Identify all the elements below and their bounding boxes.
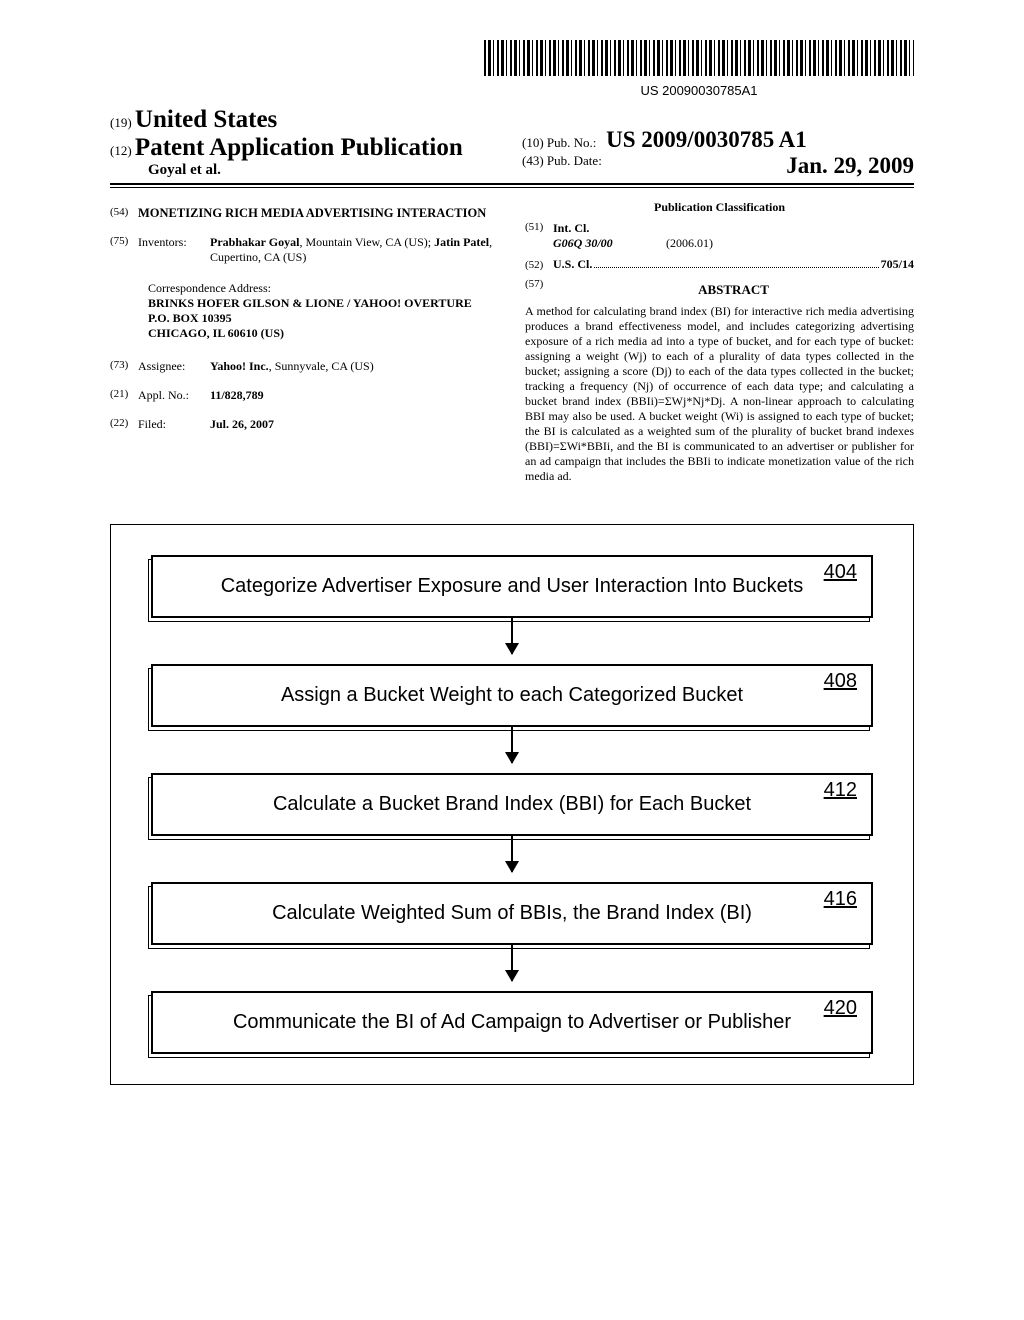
flow-box: 412 Calculate a Bucket Brand Index (BBI)… (151, 773, 873, 836)
intcl-date: (2006.01) (666, 236, 713, 250)
flow-box-label: 408 (824, 670, 857, 693)
inventor-1: Prabhakar Goyal (210, 235, 299, 249)
intcl-class: G06Q 30/00 (553, 236, 663, 251)
patent-page: US 20090030785A1 (19) United States (12)… (0, 0, 1024, 1145)
assignee-code: (73) (110, 359, 138, 374)
assignee-loc: , Sunnyvale, CA (US) (269, 359, 374, 373)
uscl-code: (52) (525, 259, 553, 271)
assignee-name: Yahoo! Inc. (210, 359, 269, 373)
header-left: (19) United States (12) Patent Applicati… (110, 106, 502, 179)
abstract-code: (57) (525, 278, 553, 298)
flow-box-text: Calculate a Bucket Brand Index (BBI) for… (273, 793, 751, 815)
abstract-heading: ABSTRACT (553, 282, 914, 298)
flow-box-label: 420 (824, 997, 857, 1020)
correspondence-label: Correspondence Address: (148, 281, 499, 296)
barcode-area: US 20090030785A1 (110, 40, 914, 98)
flow-box-text: Communicate the BI of Ad Campaign to Adv… (233, 1011, 791, 1033)
pubno-code: (10) (522, 135, 544, 150)
pubtype-code: (12) (110, 143, 132, 158)
flow-box: 408 Assign a Bucket Weight to each Categ… (151, 664, 873, 727)
flow-box: 404 Categorize Advertiser Exposure and U… (151, 555, 873, 618)
inventors-code: (75) (110, 235, 138, 265)
invention-title: MONETIZING RICH MEDIA ADVERTISING INTERA… (138, 206, 499, 221)
flow-arrow-icon (141, 836, 883, 882)
flow-arrow-icon (141, 727, 883, 773)
divider-thick (110, 183, 914, 185)
pubdate: Jan. 29, 2009 (786, 153, 914, 179)
barcode-icon (484, 40, 914, 76)
flow-box: 420 Communicate the BI of Ad Campaign to… (151, 991, 873, 1054)
inventor-2: Jatin Patel (434, 235, 489, 249)
flow-arrow-icon (141, 945, 883, 991)
intcl-code: (51) (525, 221, 553, 251)
header-right: (10) Pub. No.: US 2009/0030785 A1 (43) P… (522, 127, 914, 179)
flow-box-text: Categorize Advertiser Exposure and User … (221, 575, 804, 597)
flow-box-label: 412 (824, 779, 857, 802)
country-name: United States (135, 106, 277, 133)
flow-box-text: Assign a Bucket Weight to each Categoriz… (281, 684, 743, 706)
pubdate-label: Pub. Date: (547, 153, 602, 168)
biblio-body: (54) MONETIZING RICH MEDIA ADVERTISING I… (110, 200, 914, 484)
applno-label: Appl. No.: (138, 388, 210, 403)
pubno: US 2009/0030785 A1 (606, 127, 807, 152)
correspondence-line3: CHICAGO, IL 60610 (US) (148, 326, 499, 341)
header: (19) United States (12) Patent Applicati… (110, 106, 914, 179)
pubdate-code: (43) (522, 153, 544, 168)
uscl-value: 705/14 (881, 257, 914, 272)
assignee-text: Yahoo! Inc., Sunnyvale, CA (US) (210, 359, 499, 374)
flow-box-label: 404 (824, 561, 857, 584)
applno-code: (21) (110, 388, 138, 403)
flow-box: 416 Calculate Weighted Sum of BBIs, the … (151, 882, 873, 945)
flow-box-text: Calculate Weighted Sum of BBIs, the Bran… (272, 902, 752, 924)
correspondence-line1: BRINKS HOFER GILSON & LIONE / YAHOO! OVE… (148, 296, 499, 311)
pub-type: Patent Application Publication (135, 134, 463, 161)
inventor-1-loc: , Mountain View, CA (US); (299, 235, 434, 249)
biblio-left: (54) MONETIZING RICH MEDIA ADVERTISING I… (110, 200, 499, 484)
intcl-label: Int. Cl. (553, 221, 914, 236)
flow-box-label: 416 (824, 888, 857, 911)
flow-arrow-icon (141, 618, 883, 664)
title-code: (54) (110, 206, 138, 221)
country-code: (19) (110, 115, 132, 130)
abstract-text: A method for calculating brand index (BI… (525, 304, 914, 484)
divider-thin (110, 187, 914, 188)
biblio-right: Publication Classification (51) Int. Cl.… (525, 200, 914, 484)
applno: 11/828,789 (210, 388, 499, 403)
filed-label: Filed: (138, 417, 210, 432)
barcode-text: US 20090030785A1 (484, 83, 914, 98)
pubclass-heading: Publication Classification (525, 200, 914, 215)
uscl-label: U.S. Cl. (553, 257, 592, 272)
flowchart: 404 Categorize Advertiser Exposure and U… (110, 524, 914, 1085)
filed-code: (22) (110, 417, 138, 432)
pubno-label: Pub. No.: (547, 135, 596, 150)
inventors-text: Prabhakar Goyal, Mountain View, CA (US);… (210, 235, 499, 265)
intcl-content: Int. Cl. G06Q 30/00 (2006.01) (553, 221, 914, 251)
inventors-label: Inventors: (138, 235, 210, 265)
authors: Goyal et al. (110, 162, 502, 179)
correspondence: Correspondence Address: BRINKS HOFER GIL… (148, 281, 499, 341)
assignee-label: Assignee: (138, 359, 210, 374)
correspondence-line2: P.O. BOX 10395 (148, 311, 499, 326)
filed-date: Jul. 26, 2007 (210, 417, 499, 432)
